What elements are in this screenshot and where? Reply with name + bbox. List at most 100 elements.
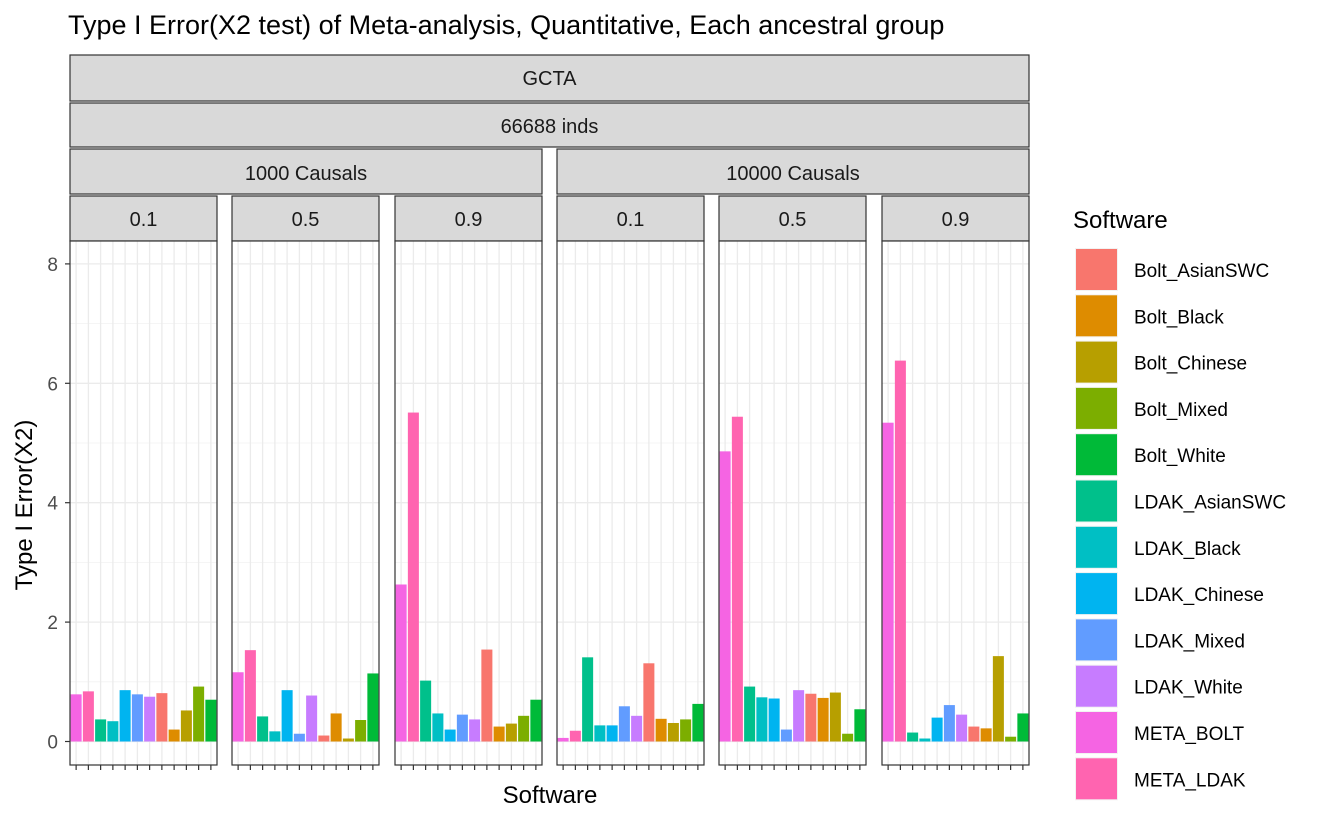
- strip-level1-label: GCTA: [522, 68, 577, 90]
- bar-ldak-black: [594, 725, 606, 742]
- bar-bolt-asianswc: [318, 735, 330, 742]
- facet-strips: GCTA 66688 inds 1000 Causals 10000 Causals: [69, 54, 1030, 195]
- bar-bolt-chinese: [829, 692, 841, 742]
- legend-label: LDAK_Black: [1134, 539, 1241, 560]
- legend-item: LDAK_AsianSWC: [1075, 479, 1286, 523]
- legend-title: Software: [1073, 207, 1168, 234]
- strip-panel-label: 0.5: [292, 209, 320, 231]
- facet-panel: 0.1: [556, 195, 705, 770]
- legend-swatch: [1076, 758, 1117, 800]
- legend-swatch: [1076, 434, 1117, 476]
- strip-panel: [718, 195, 867, 242]
- bar-meta-bolt: [882, 422, 894, 742]
- bar-ldak-chinese: [444, 729, 456, 742]
- facet-panel: 0.9: [394, 195, 543, 770]
- bar-meta-ldak: [731, 416, 743, 742]
- bar-meta-bolt: [719, 451, 731, 742]
- legend-label: LDAK_Chinese: [1134, 585, 1264, 606]
- x-axis-label: Software: [503, 782, 598, 809]
- bar-ldak-asianswc: [95, 719, 107, 742]
- legend-label: META_BOLT: [1134, 724, 1245, 745]
- bar-ldak-black: [107, 721, 119, 742]
- legend-label: Bolt_White: [1134, 446, 1226, 467]
- bar-bolt-chinese: [505, 723, 517, 742]
- legend-swatch: [1076, 573, 1117, 615]
- legend-swatch: [1076, 295, 1117, 337]
- bar-ldak-asianswc: [420, 680, 432, 742]
- bar-bolt-black: [655, 718, 667, 742]
- bar-bolt-white: [692, 703, 704, 742]
- bar-ldak-asianswc: [582, 657, 594, 742]
- bar-bolt-asianswc: [156, 693, 168, 742]
- bar-bolt-asianswc: [805, 693, 817, 742]
- legend-swatch: [1076, 712, 1117, 753]
- bar-ldak-asianswc: [744, 686, 756, 742]
- strip-panel-label: 0.1: [130, 209, 158, 231]
- strip-panel: [394, 195, 543, 242]
- bar-bolt-black: [493, 726, 505, 742]
- bar-ldak-asianswc: [907, 732, 919, 742]
- y-axis: 0 2 4 6 8: [47, 255, 70, 754]
- bar-meta-ldak: [407, 412, 419, 742]
- legend-label: LDAK_White: [1134, 678, 1243, 699]
- legend-item: Bolt_Chinese: [1075, 340, 1247, 384]
- bar-ldak-mixed: [943, 705, 955, 742]
- legend-label: Bolt_Chinese: [1134, 354, 1247, 375]
- legend-swatch: [1076, 619, 1117, 661]
- facet-panels: 0.1 0.5 0.9 0.1 0.5 0.9: [69, 195, 1030, 770]
- panel-border: [556, 240, 705, 766]
- legend-item: Bolt_Mixed: [1075, 386, 1228, 430]
- panel-border: [394, 240, 543, 766]
- legend-item: LDAK_White: [1075, 664, 1243, 708]
- panel-border: [231, 240, 380, 766]
- bar-bolt-white: [530, 699, 542, 742]
- strip-level2: [69, 102, 1030, 148]
- legend-swatch: [1076, 341, 1117, 383]
- bar-ldak-chinese: [119, 690, 131, 742]
- bar-bolt-chinese: [667, 722, 679, 742]
- bar-ldak-black: [432, 713, 444, 742]
- strip-panel-label: 0.5: [779, 209, 807, 231]
- strip-panel-label: 0.9: [942, 209, 970, 231]
- y-tick-label: 6: [47, 374, 58, 395]
- bar-bolt-black: [330, 713, 342, 742]
- bar-bolt-asianswc: [968, 726, 980, 742]
- bar-meta-bolt: [232, 672, 244, 742]
- legend-swatch: [1076, 480, 1117, 522]
- facet-panel: 0.5: [718, 195, 867, 770]
- strip-group-label: 1000 Causals: [245, 163, 367, 185]
- bar-meta-bolt: [395, 584, 407, 742]
- strip-group: [556, 148, 1030, 195]
- bar-ldak-chinese: [768, 698, 780, 742]
- bar-ldak-white: [631, 715, 643, 742]
- bar-ldak-mixed: [293, 733, 305, 742]
- bar-bolt-black: [168, 729, 180, 742]
- bar-meta-bolt: [557, 737, 569, 742]
- legend-item: LDAK_Black: [1075, 525, 1241, 569]
- bar-bolt-chinese: [342, 738, 354, 742]
- bar-ldak-white: [956, 714, 968, 742]
- legend-swatch: [1076, 665, 1117, 707]
- bar-meta-ldak: [569, 730, 581, 742]
- bar-ldak-mixed: [780, 729, 792, 742]
- bar-ldak-white: [793, 690, 805, 742]
- bar-ldak-white: [144, 696, 156, 742]
- bar-ldak-black: [919, 738, 931, 742]
- strip-group: [69, 148, 543, 195]
- legend: Software Bolt_AsianSWC Bolt_Black Bolt_Chi…: [1073, 207, 1286, 801]
- strip-panel-label: 0.9: [455, 209, 483, 231]
- strip-panel: [881, 195, 1030, 242]
- bar-meta-ldak: [82, 691, 94, 742]
- strip-level2-label: 66688 inds: [501, 116, 599, 138]
- legend-item: META_BOLT: [1075, 711, 1245, 754]
- bar-bolt-white: [205, 699, 217, 742]
- bar-bolt-white: [367, 673, 379, 742]
- bar-ldak-black: [756, 697, 768, 742]
- legend-label: Bolt_AsianSWC: [1134, 261, 1269, 282]
- bar-meta-bolt: [70, 694, 82, 742]
- bar-ldak-chinese: [281, 690, 293, 742]
- bar-bolt-white: [1017, 713, 1029, 742]
- bar-ldak-chinese: [606, 725, 618, 742]
- strip-group-label: 10000 Causals: [726, 163, 859, 185]
